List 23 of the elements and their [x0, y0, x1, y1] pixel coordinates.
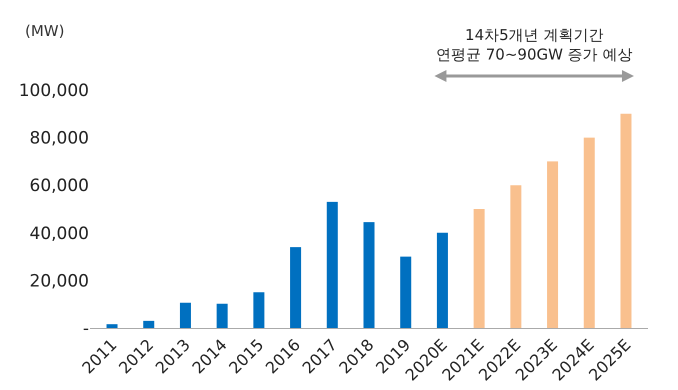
bar — [363, 222, 375, 328]
y-tick-label: - — [82, 318, 89, 339]
bar — [620, 114, 632, 328]
y-tick-label: 80,000 — [30, 128, 89, 149]
bar — [400, 256, 412, 328]
bar — [106, 324, 118, 328]
y-axis-title: (MW) — [25, 22, 64, 40]
y-tick-label: 40,000 — [30, 224, 89, 244]
bar — [180, 302, 191, 328]
text: 14차5개년 계획기간 연평균 70~90GW 증가 예상 — [436, 26, 633, 64]
bar — [547, 161, 558, 328]
y-tick-label: 100,000 — [18, 80, 89, 101]
bar — [216, 304, 228, 328]
bar — [326, 202, 338, 328]
bar — [510, 185, 522, 328]
y-tick-label: 60,000 — [30, 176, 89, 196]
bar — [436, 232, 448, 328]
bar — [143, 320, 154, 328]
bar — [253, 292, 264, 328]
y-tick-label: 20,000 — [30, 271, 89, 292]
bar — [474, 209, 485, 328]
bar — [584, 138, 595, 328]
bar — [290, 247, 302, 328]
